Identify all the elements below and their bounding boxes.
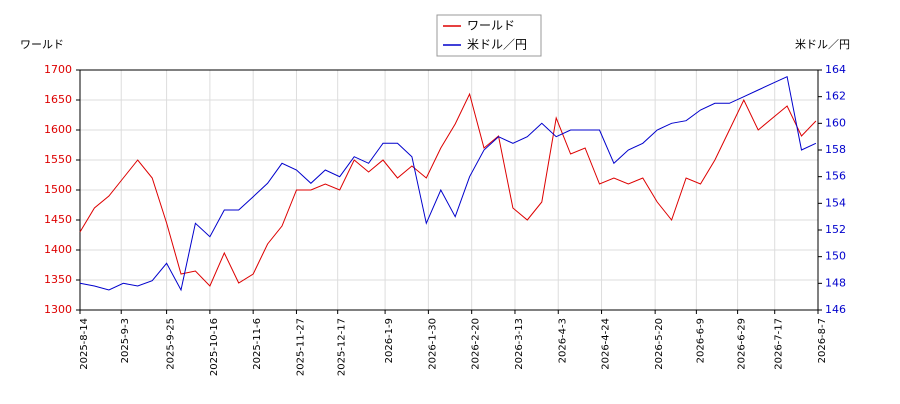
x-tick-label: 2026-5-20 bbox=[654, 318, 665, 370]
x-tick-label: 2025-9-25 bbox=[166, 318, 177, 370]
x-tick-label: 2025-11-27 bbox=[295, 318, 306, 376]
y2-tick-label: 158 bbox=[825, 143, 846, 156]
y2-axis-label: 米ドル／円 bbox=[795, 38, 850, 51]
y2-tick-label: 154 bbox=[825, 196, 846, 209]
y-tick-label: 1500 bbox=[44, 183, 72, 196]
x-tick-label: 2026-8-7 bbox=[817, 318, 828, 363]
x-tick-label: 2026-1-30 bbox=[427, 318, 438, 370]
x-tick-label: 2025-12-17 bbox=[337, 318, 348, 376]
x-tick-label: 2025-8-14 bbox=[79, 318, 90, 370]
x-tick-label: 2025-9-3 bbox=[120, 318, 131, 363]
x-tick-label: 2026-6-9 bbox=[695, 318, 706, 363]
y2-tick-label: 156 bbox=[825, 170, 846, 183]
y2-tick-label: 160 bbox=[825, 116, 846, 129]
y-axis-label: ワールド bbox=[20, 38, 64, 51]
x-tick-label: 2026-7-17 bbox=[774, 318, 785, 370]
y2-tick-label: 152 bbox=[825, 223, 846, 236]
x-tick-label: 2026-4-24 bbox=[601, 318, 612, 370]
y-tick-label: 1650 bbox=[44, 93, 72, 106]
plot-frame bbox=[79, 69, 819, 311]
x-tick-label: 2026-6-29 bbox=[737, 318, 748, 370]
y-tick-label: 1550 bbox=[44, 153, 72, 166]
series-line bbox=[79, 92, 817, 287]
y-tick-label: 1700 bbox=[44, 63, 72, 76]
x-tick-label: 2026-2-20 bbox=[471, 318, 482, 370]
x-tick-label: 2025-11-6 bbox=[252, 318, 263, 370]
y-tick-label: 1600 bbox=[44, 123, 72, 136]
x-tick-label: 2026-4-3 bbox=[557, 318, 568, 363]
y2-tick-label: 148 bbox=[825, 276, 846, 289]
y-tick-label: 1400 bbox=[44, 243, 72, 256]
legend-box bbox=[436, 14, 542, 57]
y-tick-label: 1350 bbox=[44, 273, 72, 286]
legend-label: ワールド bbox=[467, 19, 515, 33]
x-tick-label: 2025-10-16 bbox=[209, 318, 220, 376]
y2-tick-label: 162 bbox=[825, 90, 846, 103]
y-tick-label: 1450 bbox=[44, 213, 72, 226]
series-line bbox=[79, 75, 817, 292]
y2-tick-label: 164 bbox=[825, 63, 846, 76]
y-tick-label: 1300 bbox=[44, 303, 72, 316]
x-tick-label: 2026-3-13 bbox=[514, 318, 525, 370]
y2-tick-label: 150 bbox=[825, 250, 846, 263]
y2-tick-label: 146 bbox=[825, 303, 846, 316]
legend-label: 米ドル／円 bbox=[467, 38, 527, 52]
x-tick-label: 2026-1-9 bbox=[384, 318, 395, 363]
